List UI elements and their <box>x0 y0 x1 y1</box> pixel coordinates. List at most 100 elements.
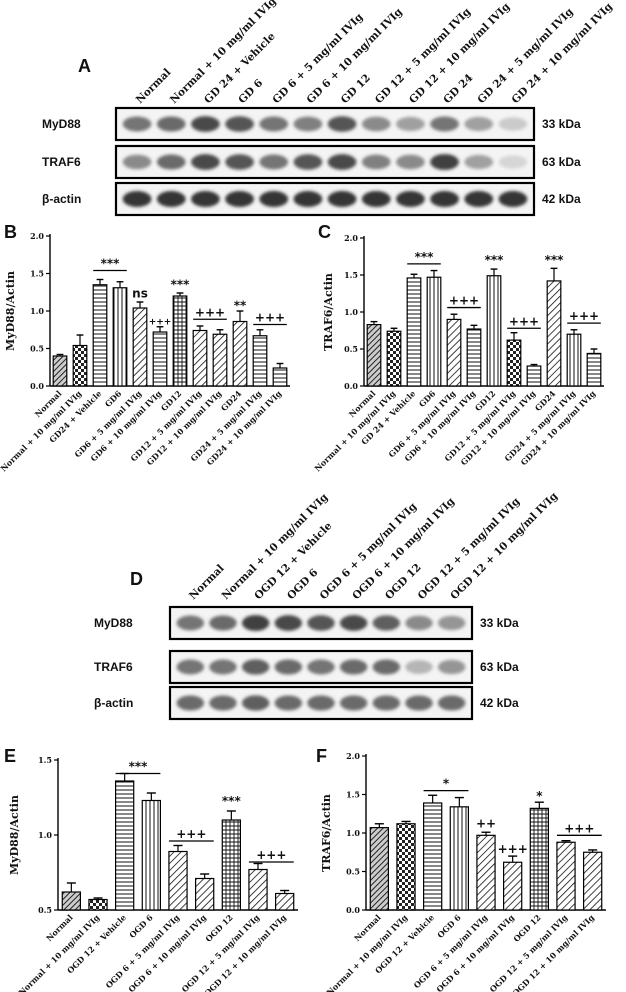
blot-band <box>225 116 254 132</box>
blot-band <box>339 695 368 711</box>
blot-band <box>464 190 494 208</box>
blot-band <box>259 190 289 208</box>
bar <box>529 807 549 911</box>
bar <box>272 367 288 387</box>
y-tick-label: 0.0 <box>30 381 44 391</box>
bar <box>446 318 462 387</box>
blot-band <box>396 154 425 170</box>
y-tick-label: 1.5 <box>38 755 52 765</box>
bar <box>586 352 602 387</box>
y-axis-label: TRAF6/Actin <box>322 273 335 351</box>
significance-marker: +++ <box>195 305 225 319</box>
blot-band <box>176 695 205 711</box>
blot-row-label: TRAF6 <box>42 155 81 169</box>
blot-band <box>307 615 335 631</box>
bar <box>449 806 469 911</box>
bar <box>556 841 576 911</box>
blot-band <box>405 660 433 674</box>
y-tick-label: 1.5 <box>30 269 44 279</box>
y-tick-label: 2.0 <box>344 233 358 243</box>
blot-band <box>405 615 433 631</box>
blot-band <box>430 190 459 208</box>
blot-band <box>372 659 401 675</box>
bar <box>275 892 295 911</box>
significance-marker: *** <box>101 257 121 271</box>
blot-band <box>209 659 237 675</box>
blot-band <box>361 154 391 170</box>
blot-row-label: TRAF6 <box>94 660 133 674</box>
significance-marker: ** <box>234 299 247 313</box>
y-tick-label: 0.5 <box>344 344 358 354</box>
blot-band <box>430 116 459 132</box>
bar <box>61 891 81 911</box>
blot-band <box>361 190 391 208</box>
blot-band <box>156 154 186 170</box>
blot-band <box>209 615 237 631</box>
significance-marker: *** <box>171 278 191 292</box>
panel-label-c: C <box>318 222 331 242</box>
y-tick-label: 0.5 <box>346 867 360 877</box>
bar <box>366 323 382 387</box>
blot-band <box>339 659 368 675</box>
blot-band <box>259 116 289 132</box>
y-tick-label: 0.0 <box>344 381 358 391</box>
blot-band <box>293 190 323 208</box>
y-tick-label: 0.5 <box>38 905 52 915</box>
x-category-label: Normal + 10 mg/ml IVIg <box>312 388 397 473</box>
panel-label-f: F <box>316 746 327 766</box>
blot-band <box>339 615 368 631</box>
bar <box>132 307 148 387</box>
significance-marker: * <box>443 777 450 791</box>
bar <box>212 333 228 387</box>
blot-row-label: MyD88 <box>42 117 81 131</box>
y-tick-label: 1.0 <box>30 306 44 316</box>
y-axis-label: TRAF6/Actin <box>320 794 333 872</box>
significance-marker: +++ <box>176 827 206 841</box>
bar <box>526 365 542 387</box>
blot-band <box>241 659 270 675</box>
bar <box>72 344 88 387</box>
y-tick-label: 2.0 <box>346 751 360 761</box>
blot-band <box>191 154 220 170</box>
significance-marker: +++ <box>255 311 285 325</box>
blot-row-label: β-actin <box>42 192 81 206</box>
blot-band <box>405 695 433 711</box>
y-tick-label: 0.0 <box>346 905 360 915</box>
y-tick-label: 1.0 <box>346 828 360 838</box>
significance-marker: *** <box>415 250 435 264</box>
blot-band <box>293 154 323 170</box>
blot-band <box>396 116 425 132</box>
bar <box>369 827 389 911</box>
blot-band <box>176 659 205 675</box>
blot-band <box>498 190 528 208</box>
bar <box>114 780 135 911</box>
blot-frame <box>114 144 536 180</box>
bar <box>476 834 496 911</box>
blot-band <box>361 116 391 132</box>
blot-kda-label: 33 kDa <box>542 117 581 131</box>
blot-lane-label: GD 12 <box>339 72 373 106</box>
significance-marker: +++ <box>149 318 172 328</box>
bar <box>466 328 482 387</box>
y-tick-label: 1.5 <box>346 790 360 800</box>
blot-frame <box>114 181 536 217</box>
y-axis-label: MyD88/Actin <box>8 795 21 875</box>
bar <box>168 850 188 911</box>
bar <box>566 333 582 387</box>
blot-band <box>437 659 466 675</box>
significance-marker: +++ <box>509 314 539 328</box>
blot-band <box>209 695 237 711</box>
bar <box>486 275 502 387</box>
blot-lane-label: GD 6 <box>236 77 265 106</box>
blot-band <box>372 615 401 631</box>
panel-label-e: E <box>4 746 16 766</box>
blot-band <box>176 615 205 631</box>
blot-band <box>156 116 186 132</box>
blot-band <box>498 117 528 131</box>
panel-label-a: A <box>78 56 91 76</box>
blot-band <box>464 116 494 132</box>
blot-band <box>274 659 303 675</box>
x-category-label: Normal + 10 mg/ml IVIg <box>0 388 84 473</box>
blot-lane-label: GD 24 <box>441 72 475 106</box>
